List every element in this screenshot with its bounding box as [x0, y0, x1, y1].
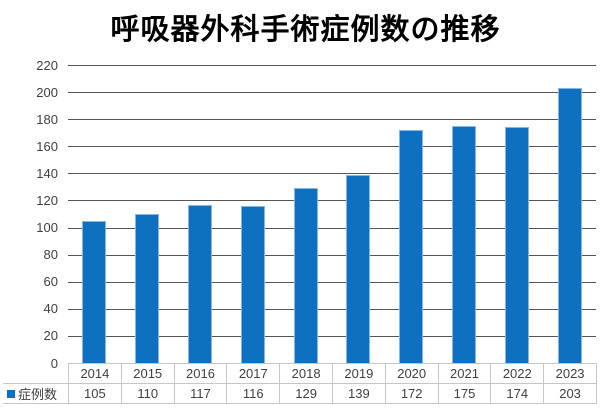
y-axis-tick-label: 200	[36, 84, 58, 100]
legend-square-icon	[7, 389, 15, 398]
gridline-180	[68, 119, 596, 121]
category-label-2014: 2014	[80, 366, 110, 381]
category-label-2015: 2015	[120, 364, 174, 383]
gridline-80	[68, 254, 596, 256]
category-label-2020: 2020	[384, 364, 438, 383]
gridline-220	[68, 65, 596, 66]
bar-2014	[82, 220, 107, 363]
bar-2022	[504, 127, 529, 363]
data-value-row: 105 110 117 116 129 139 172 175 174 203	[69, 384, 596, 404]
category-label-2023: 2023	[543, 364, 596, 383]
value-label-2018: 129	[279, 384, 332, 404]
bar-2020	[399, 130, 424, 363]
y-axis-tick-label: 0	[50, 355, 58, 371]
gridline-140	[68, 173, 596, 175]
data-table: 2014 2015 2016 2017 2018 2019 2020 2021 2022 2023…	[68, 363, 597, 404]
y-axis-tick-label: 40	[43, 301, 58, 317]
value-label-2020: 172	[384, 384, 438, 404]
value-label-2019: 139	[331, 384, 385, 404]
gridline-160	[68, 146, 596, 148]
category-label-2017: 2017	[226, 364, 279, 383]
legend-label: 症例数	[18, 387, 58, 402]
bar-2017	[240, 205, 265, 363]
gridline-20	[68, 335, 596, 337]
bar-2021	[452, 125, 476, 363]
gridline-40	[68, 308, 596, 310]
value-label-2022: 174	[490, 384, 543, 404]
value-label-2017: 116	[226, 384, 279, 404]
value-label-2015: 110	[120, 384, 174, 404]
gridline-120	[68, 200, 596, 202]
category-label-2022: 2022	[490, 364, 543, 383]
y-axis-tick-label: 100	[36, 220, 58, 236]
category-label-2021: 2021	[437, 364, 491, 383]
value-label-2023: 203	[543, 384, 596, 404]
bar-2019	[346, 174, 371, 363]
chart-title: 呼吸器外科手術症例数の推移	[110, 14, 501, 46]
category-label-2019: 2019	[331, 364, 385, 383]
y-axis-tick-label: 140	[36, 165, 58, 181]
y-axis-tick-label: 160	[36, 138, 58, 154]
bar-2015	[135, 214, 160, 363]
value-label-2014: 105	[84, 386, 106, 401]
y-axis-tick-label: 180	[36, 111, 58, 127]
gridline-200	[68, 92, 596, 94]
bar-2023	[557, 88, 582, 363]
gridline-100	[68, 227, 596, 229]
bar-2018	[293, 188, 318, 363]
x-axis-category-row: 2014 2015 2016 2017 2018 2019 2020 2021 2022 2023	[69, 364, 596, 384]
y-axis-tick-label: 220	[36, 57, 58, 73]
legend: 症例数	[3, 383, 68, 404]
y-axis-tick-label: 120	[36, 192, 58, 208]
y-axis: 0 20 40 60 80 100 120 140 160 180 200 220	[0, 0, 58, 411]
category-label-2018: 2018	[279, 364, 332, 383]
value-label-2021: 175	[437, 384, 491, 404]
category-label-2016: 2016	[173, 364, 227, 383]
y-axis-tick-label: 80	[43, 247, 58, 263]
plot-area	[68, 65, 596, 363]
value-label-2016: 117	[173, 384, 227, 404]
bar-2016	[188, 204, 212, 363]
y-axis-tick-label: 60	[43, 274, 58, 290]
gridline-60	[68, 281, 596, 283]
y-axis-tick-label: 20	[43, 328, 58, 344]
